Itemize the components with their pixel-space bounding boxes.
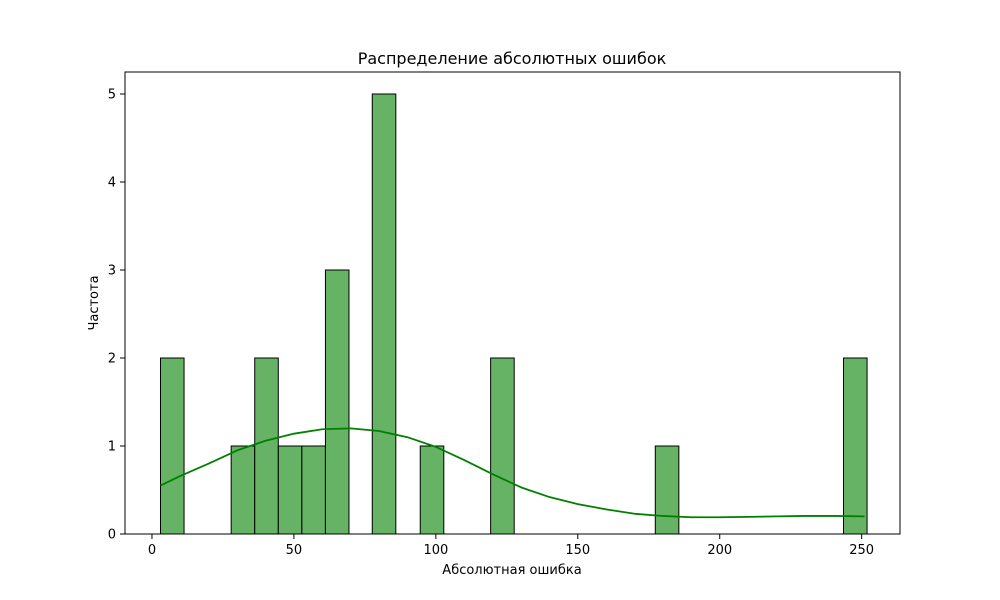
chart-title: Распределение абсолютных ошибок	[358, 49, 667, 68]
histogram-bar	[419, 445, 445, 535]
y-tick-label: 2	[108, 352, 116, 367]
y-tick-label: 4	[108, 176, 116, 191]
histogram-bar	[371, 93, 397, 535]
plot-frame	[124, 71, 901, 535]
y-tick-label: 1	[108, 440, 116, 455]
kde-curve	[160, 427, 865, 519]
histogram-bars	[159, 93, 868, 535]
histogram-bar	[254, 357, 279, 535]
histogram-bar	[843, 357, 868, 535]
x-axis-label: Абсолютная ошибка	[442, 563, 581, 578]
x-tick-label: 0	[148, 543, 156, 558]
histogram-bar	[277, 445, 303, 535]
histogram-bar	[159, 357, 185, 535]
histogram-bar	[490, 357, 515, 535]
x-tick-label: 150	[565, 543, 590, 558]
histogram-bar	[654, 445, 680, 535]
y-tick-label: 3	[108, 264, 116, 279]
histogram-bar	[301, 445, 326, 535]
histogram-bar	[230, 445, 256, 535]
histogram-bar	[324, 269, 350, 535]
y-axis: 0 1 2 3 4 5	[108, 88, 125, 543]
kde-layer	[160, 427, 865, 519]
y-axis-label: Частота	[87, 275, 102, 330]
x-tick-label: 100	[423, 543, 448, 558]
y-tick-label: 5	[108, 88, 116, 103]
x-tick-label: 250	[849, 543, 874, 558]
x-axis: 0 50 100 150 200 250	[148, 534, 874, 558]
x-tick-label: 50	[286, 543, 303, 558]
y-tick-label: 0	[108, 528, 116, 543]
x-tick-label: 200	[707, 543, 732, 558]
